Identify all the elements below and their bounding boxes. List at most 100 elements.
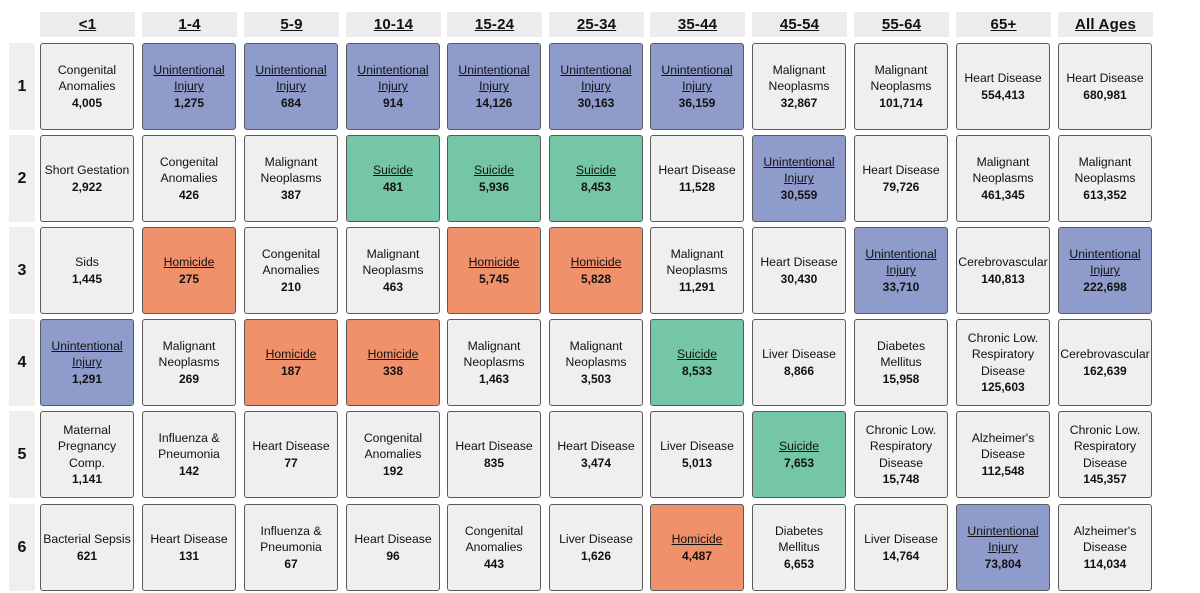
cause-label: Alzheimer's Disease [1073, 523, 1137, 555]
rank-label: 1 [9, 43, 35, 130]
cause-label: Cerebrovascular [958, 255, 1048, 269]
cause-label: Chronic Low. Respiratory Disease [1069, 422, 1141, 470]
cause-label: Malignant Neoplasms [463, 338, 525, 370]
table-cell: Liver Disease 14,764 [854, 504, 948, 591]
table-cell: Unintentional Injury 30,163 [549, 43, 643, 130]
cause-label[interactable]: Unintentional Injury [51, 338, 123, 370]
table-cell: Suicide 5,936 [447, 135, 541, 222]
death-count: 443 [483, 556, 505, 571]
death-count: 275 [178, 271, 200, 286]
cause-label: Diabetes Mellitus [876, 338, 926, 370]
cause-label[interactable]: Suicide [474, 163, 514, 177]
death-count: 1,626 [580, 548, 612, 563]
table-cell: Influenza & Pneumonia 142 [142, 411, 236, 498]
table-cell: Unintentional Injury 73,804 [956, 504, 1050, 591]
table-cell: Cerebrovascular 140,813 [956, 227, 1050, 314]
death-count: 1,141 [71, 472, 103, 486]
table-cell: Malignant Neoplasms 613,352 [1058, 135, 1152, 222]
table-cell: Sids 1,445 [40, 227, 134, 314]
table-cell: Homicide 5,828 [549, 227, 643, 314]
death-count: 192 [382, 463, 404, 478]
cause-label: Heart Disease [252, 439, 330, 453]
cause-label[interactable]: Unintentional Injury [458, 62, 530, 94]
cause-label[interactable]: Homicide [468, 255, 520, 269]
death-count: 4,487 [681, 548, 713, 563]
column-header: 25-34 [549, 12, 644, 37]
table-cell: Heart Disease 835 [447, 411, 541, 498]
column-header: All Ages [1058, 12, 1153, 37]
cause-label[interactable]: Unintentional Injury [967, 523, 1039, 555]
death-count: 1,275 [173, 95, 205, 110]
cause-label[interactable]: Suicide [576, 163, 616, 177]
table-cell: Malignant Neoplasms 269 [142, 319, 236, 406]
death-count: 14,126 [475, 95, 513, 110]
death-count: 210 [280, 279, 302, 294]
cause-label[interactable]: Unintentional Injury [357, 62, 429, 94]
cause-label: Heart Disease [354, 532, 432, 546]
cause-label: Heart Disease [658, 163, 736, 177]
right-margin [1174, 12, 1200, 593]
death-count: 5,936 [478, 179, 510, 194]
cause-label[interactable]: Homicide [570, 255, 622, 269]
table-cell: Congenital Anomalies 426 [142, 135, 236, 222]
cause-label[interactable]: Unintentional Injury [153, 62, 225, 94]
cause-label: Congenital Anomalies [159, 154, 219, 186]
table-cell: Homicide 4,487 [650, 504, 744, 591]
cause-label[interactable]: Homicide [671, 532, 723, 546]
cause-label: Liver Disease [559, 532, 633, 546]
table-cell: Congenital Anomalies 4,005 [40, 43, 134, 130]
cause-label[interactable]: Unintentional Injury [661, 62, 733, 94]
cause-label[interactable]: Unintentional Injury [255, 62, 327, 94]
death-count: 8,453 [580, 179, 612, 194]
table-cell: Homicide 187 [244, 319, 338, 406]
cause-label[interactable]: Unintentional Injury [1069, 246, 1141, 278]
cause-label[interactable]: Suicide [373, 163, 413, 177]
cause-label: Malignant Neoplasms [972, 154, 1034, 186]
death-count: 387 [280, 187, 302, 202]
table-cell: Heart Disease 131 [142, 504, 236, 591]
cause-label[interactable]: Suicide [779, 439, 819, 453]
cause-label: Malignant Neoplasms [565, 338, 627, 370]
table-cell: Congenital Anomalies 210 [244, 227, 338, 314]
death-count: 7,653 [783, 455, 815, 470]
table-cell: Malignant Neoplasms 463 [346, 227, 440, 314]
cause-label[interactable]: Unintentional Injury [865, 246, 937, 278]
death-count: 30,430 [780, 271, 818, 286]
table-cell: Heart Disease 96 [346, 504, 440, 591]
table-cell: Alzheimer's Disease 112,548 [956, 411, 1050, 498]
cause-label: Cerebrovascular [1060, 347, 1150, 361]
cause-label[interactable]: Homicide [163, 255, 215, 269]
death-count: 680,981 [1083, 87, 1127, 102]
cause-label[interactable]: Unintentional Injury [763, 154, 835, 186]
death-count: 4,005 [71, 95, 103, 110]
column-header: 5-9 [244, 12, 339, 37]
cause-label: Congenital Anomalies [464, 523, 524, 555]
table-cell: Alzheimer's Disease 114,034 [1058, 504, 1152, 591]
death-count: 125,603 [981, 380, 1025, 394]
death-count: 162,639 [1083, 363, 1127, 378]
column-header: 55-64 [854, 12, 949, 37]
cause-label[interactable]: Suicide [677, 347, 717, 361]
table-cell: Bacterial Sepsis 621 [40, 504, 134, 591]
cause-label[interactable]: Unintentional Injury [560, 62, 632, 94]
cause-label[interactable]: Homicide [367, 347, 419, 361]
death-count: 30,559 [780, 187, 818, 202]
cause-label[interactable]: Homicide [265, 347, 317, 361]
table-cell: Short Gestation 2,922 [40, 135, 134, 222]
table-cell: Cerebrovascular 162,639 [1058, 319, 1152, 406]
cause-label: Heart Disease [455, 439, 533, 453]
table-cell: Unintentional Injury 33,710 [854, 227, 948, 314]
column-header: 45-54 [752, 12, 847, 37]
cause-label: Heart Disease [1066, 71, 1144, 85]
table-cell: Heart Disease 3,474 [549, 411, 643, 498]
cause-label: Malignant Neoplasms [260, 154, 322, 186]
death-count: 11,528 [678, 179, 716, 194]
table-cell: Homicide 275 [142, 227, 236, 314]
death-count: 101,714 [879, 95, 923, 110]
table-cell: Liver Disease 5,013 [650, 411, 744, 498]
cause-label: Malignant Neoplasms [768, 62, 830, 94]
table-cell: Chronic Low. Respiratory Disease 125,603 [956, 319, 1050, 406]
death-count: 187 [280, 363, 302, 378]
table-cell: Chronic Low. Respiratory Disease 15,748 [854, 411, 948, 498]
death-count: 36,159 [678, 95, 716, 110]
